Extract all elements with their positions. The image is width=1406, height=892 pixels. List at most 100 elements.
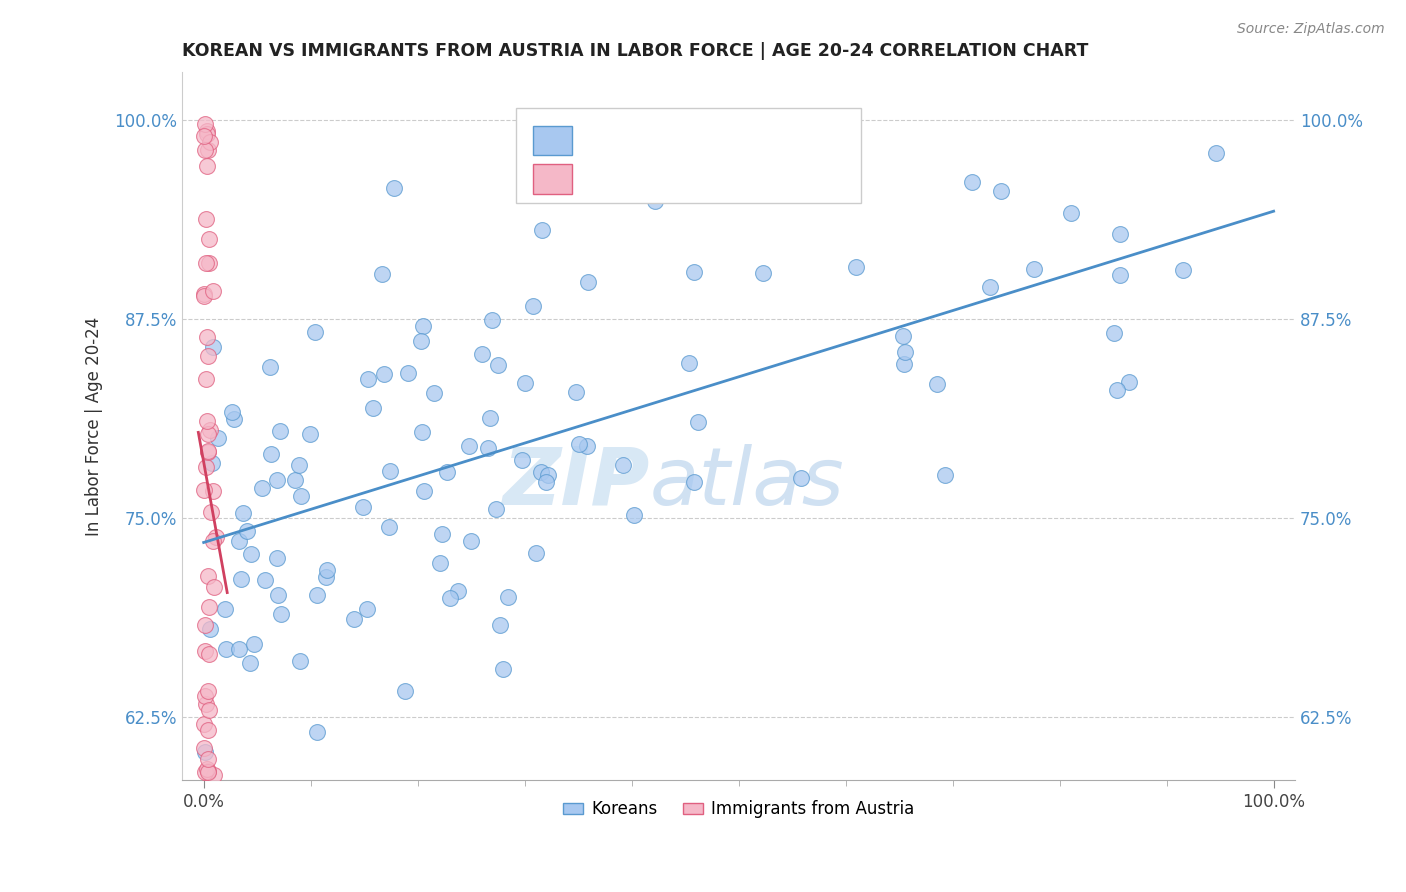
Point bbox=[239, 656, 262, 670]
Point bbox=[198, 622, 221, 636]
Point bbox=[207, 431, 229, 445]
Point bbox=[568, 437, 591, 451]
Point bbox=[231, 572, 253, 586]
Point bbox=[198, 232, 221, 246]
Point bbox=[194, 143, 217, 157]
Point bbox=[236, 524, 259, 538]
Point bbox=[193, 287, 215, 301]
Y-axis label: In Labor Force | Age 20-24: In Labor Force | Age 20-24 bbox=[86, 317, 103, 536]
Point bbox=[683, 265, 706, 279]
Point bbox=[430, 526, 453, 541]
Point bbox=[460, 533, 482, 548]
Point bbox=[259, 359, 281, 374]
Point bbox=[267, 588, 290, 602]
Point bbox=[254, 573, 277, 587]
Point bbox=[479, 411, 502, 425]
Point bbox=[194, 765, 217, 780]
Point bbox=[893, 357, 915, 371]
Point bbox=[458, 439, 481, 453]
Text: KOREAN VS IMMIGRANTS FROM AUSTRIA IN LABOR FORCE | AGE 20-24 CORRELATION CHART: KOREAN VS IMMIGRANTS FROM AUSTRIA IN LAB… bbox=[183, 42, 1088, 60]
Point bbox=[232, 507, 254, 521]
FancyBboxPatch shape bbox=[533, 126, 572, 155]
Point bbox=[197, 445, 219, 459]
Point bbox=[307, 725, 329, 739]
Point bbox=[893, 344, 915, 359]
Point bbox=[202, 580, 225, 594]
Point bbox=[197, 569, 219, 583]
Point bbox=[197, 764, 219, 778]
Point bbox=[243, 637, 266, 651]
Point bbox=[193, 717, 215, 731]
Point bbox=[423, 385, 446, 400]
Point bbox=[1109, 268, 1132, 283]
Point bbox=[214, 601, 236, 615]
Text: R =  0.465    N = 50: R = 0.465 N = 50 bbox=[585, 166, 766, 184]
Point bbox=[195, 330, 218, 344]
Point bbox=[530, 465, 553, 479]
Point bbox=[193, 741, 215, 756]
Point bbox=[198, 135, 221, 149]
Point bbox=[411, 425, 433, 439]
Point bbox=[198, 647, 221, 661]
Point bbox=[197, 143, 219, 157]
Point bbox=[197, 444, 219, 458]
Point bbox=[934, 468, 956, 483]
Point bbox=[378, 520, 401, 534]
Point bbox=[486, 358, 509, 372]
Point bbox=[259, 447, 281, 461]
Point bbox=[576, 439, 599, 453]
Point bbox=[201, 285, 224, 299]
Point bbox=[202, 768, 225, 782]
Text: R =  0.361    N = 109: R = 0.361 N = 109 bbox=[585, 127, 778, 145]
Point bbox=[288, 654, 311, 668]
Point bbox=[195, 781, 218, 796]
Point bbox=[194, 459, 217, 474]
Point bbox=[250, 481, 273, 495]
Point bbox=[413, 483, 436, 498]
Point bbox=[612, 458, 634, 472]
Point bbox=[195, 159, 218, 173]
Point bbox=[197, 350, 219, 364]
Point bbox=[197, 684, 219, 698]
Point bbox=[752, 266, 775, 280]
Point bbox=[373, 368, 395, 382]
Point bbox=[356, 602, 378, 616]
Point bbox=[195, 697, 218, 711]
Point bbox=[382, 181, 405, 195]
Point bbox=[228, 534, 250, 549]
Point bbox=[496, 591, 519, 605]
Point bbox=[678, 356, 700, 370]
Point bbox=[447, 583, 470, 598]
Point bbox=[215, 641, 238, 656]
Point bbox=[270, 607, 292, 621]
Point bbox=[396, 366, 419, 380]
Point bbox=[221, 405, 243, 419]
Point bbox=[845, 260, 868, 274]
Point bbox=[485, 502, 508, 516]
Point bbox=[194, 116, 217, 130]
Point bbox=[513, 376, 536, 390]
Point bbox=[195, 124, 218, 138]
Point bbox=[1109, 227, 1132, 241]
Point bbox=[194, 781, 217, 796]
Point bbox=[299, 427, 322, 442]
Point bbox=[228, 642, 250, 657]
Point bbox=[439, 591, 461, 605]
Point bbox=[925, 377, 948, 392]
Point bbox=[1102, 326, 1125, 340]
FancyBboxPatch shape bbox=[533, 164, 572, 194]
Point bbox=[266, 551, 288, 566]
Point bbox=[193, 483, 215, 498]
Point bbox=[429, 556, 451, 570]
Point bbox=[380, 464, 402, 478]
Point bbox=[240, 547, 263, 561]
Point bbox=[960, 175, 983, 189]
Point bbox=[524, 546, 547, 560]
Point bbox=[492, 662, 515, 676]
Point bbox=[343, 612, 366, 626]
Point bbox=[530, 223, 553, 237]
Point bbox=[1118, 375, 1140, 389]
Point bbox=[195, 414, 218, 428]
Legend: Koreans, Immigrants from Austria: Koreans, Immigrants from Austria bbox=[557, 794, 921, 825]
Point bbox=[224, 412, 246, 426]
